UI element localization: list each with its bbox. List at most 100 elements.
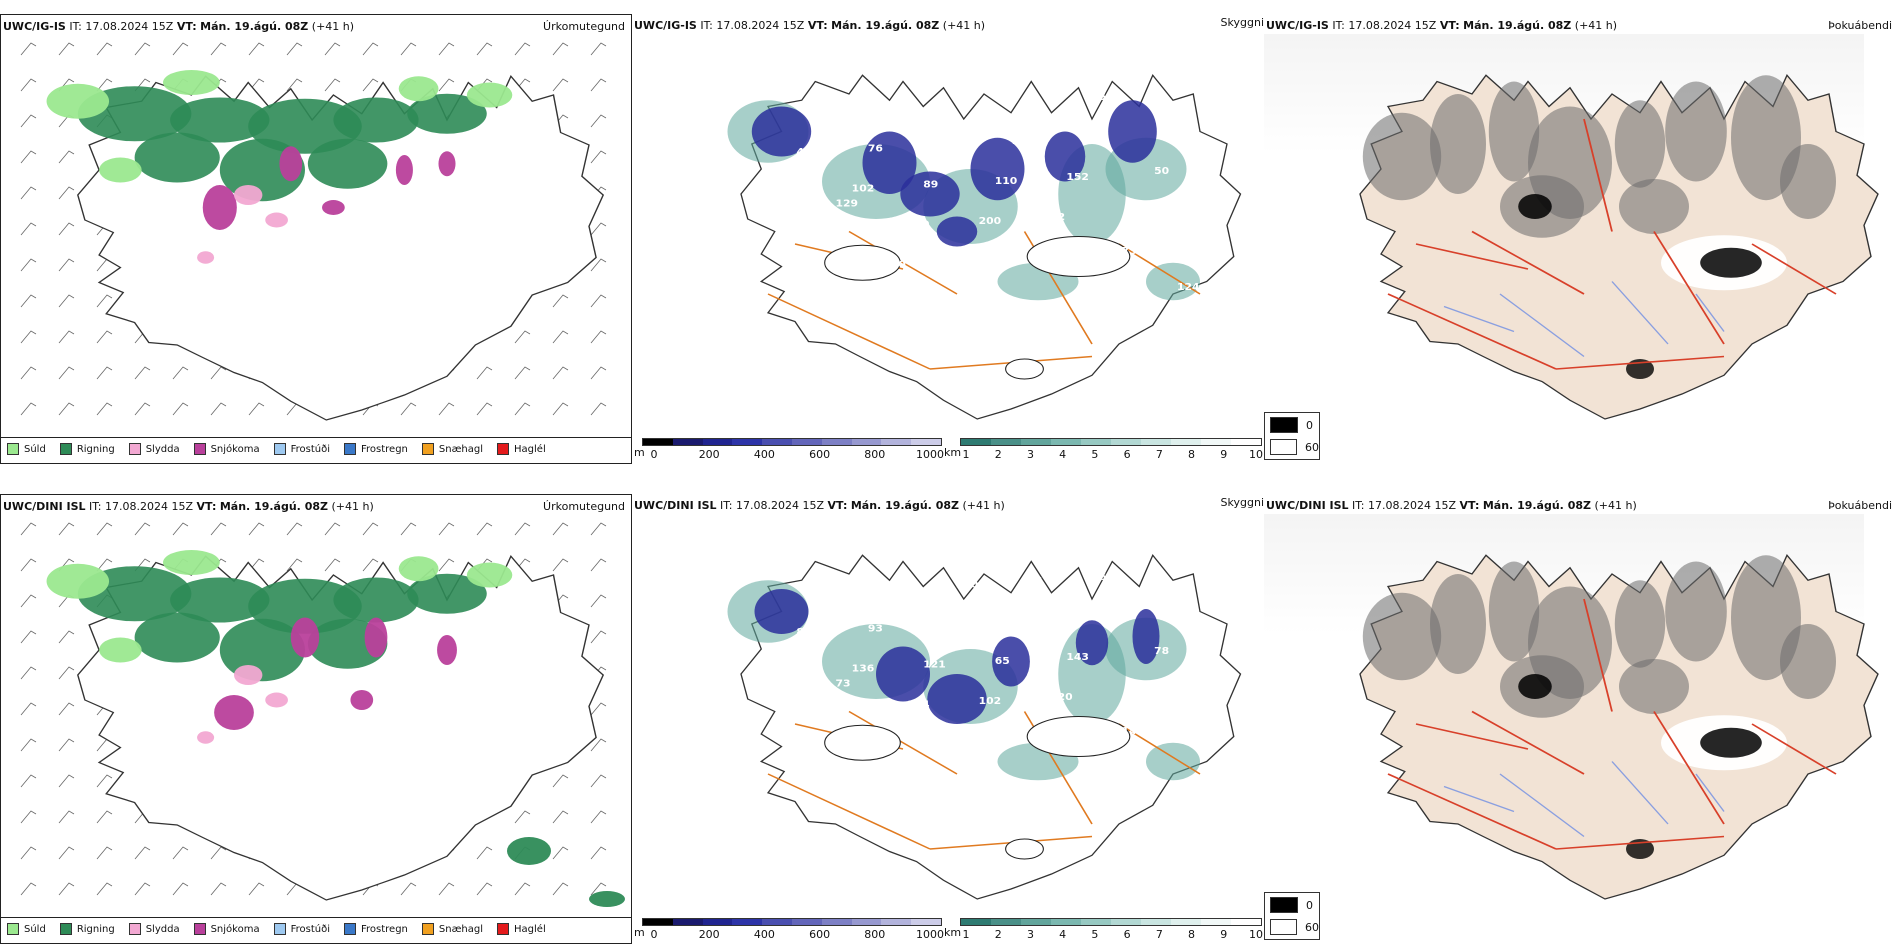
cloud-height-label: 88 (819, 238, 834, 250)
road-line (1387, 293, 1557, 370)
wind-barb (514, 522, 531, 536)
legend-item: Slydda (128, 923, 180, 935)
wind-barb (286, 78, 303, 92)
wind-barb (134, 846, 151, 860)
legend-item: Súld (7, 443, 46, 455)
wind-barb (590, 522, 607, 536)
drizzle-area (163, 70, 220, 95)
river-line (1443, 785, 1515, 813)
model-name: UWC/DINI ISL (634, 499, 717, 512)
wind-barb (590, 846, 607, 860)
colorbar-cell (643, 439, 673, 445)
colorbar-tick-label: 0 (650, 448, 658, 461)
panel-title: UWC/IG-IS IT: 17.08.2024 15Z VT: Mán. 19… (634, 19, 985, 32)
cloud-height-label: 48 (796, 147, 811, 159)
colorbar-cell (1051, 439, 1081, 445)
glacier-outline (1026, 236, 1131, 277)
iceland-group: 100 83 85 160 66 68 77 82 93 73 60 134 78 94 136 121 65 1… (727, 553, 1242, 900)
km-unit: km (944, 926, 962, 939)
wind-barb (590, 114, 607, 128)
fog-shade-area (1430, 94, 1486, 194)
river-line (1499, 773, 1585, 837)
wind-barb (324, 78, 341, 92)
legend-swatch (128, 443, 141, 455)
cloud-height-label: 100 (741, 565, 764, 577)
colorbar-cell (991, 439, 1021, 445)
wind-barb (20, 594, 37, 608)
cloud-base-area (1132, 609, 1160, 664)
rain-area (333, 577, 419, 623)
cloud-height-label: 129 (836, 198, 859, 210)
colorbar-tick-label: 8 (1188, 448, 1196, 461)
wind-barb (476, 522, 493, 536)
it-label: IT: (89, 500, 102, 513)
colorbar-cell (643, 919, 673, 925)
colorbar-ticks: 1 2 3 4 5 6 7 8 9 10 (960, 928, 1263, 942)
colorbar-cell (672, 439, 703, 445)
wind-barb (58, 810, 75, 824)
wind-barb (324, 42, 341, 56)
rain-area (170, 577, 270, 623)
colorbar-cells (642, 918, 942, 926)
fog-shade-area (1619, 179, 1689, 234)
wind-barb (362, 558, 379, 572)
dense-fog-area (1518, 674, 1552, 699)
road-line (1583, 598, 1613, 712)
river-line (1499, 293, 1585, 357)
wind-barb (20, 294, 37, 308)
cloud-height-label: 102 (852, 183, 875, 195)
wind-barb (172, 522, 189, 536)
wind-barb (134, 402, 151, 416)
wind-barb (552, 882, 569, 896)
road-line (1751, 243, 1837, 295)
cloud-height-label: 73 (836, 678, 851, 690)
wind-barb (134, 522, 151, 536)
fog-shade-area (1665, 561, 1727, 662)
cloud-height-label: 61 (764, 682, 779, 694)
panel-type-title: Skyggni (1220, 16, 1264, 29)
glacier-outline (824, 244, 901, 281)
wind-barb (552, 78, 569, 92)
colorbar-cells (960, 918, 1262, 926)
it-value: 17.08.2024 15Z (85, 20, 174, 33)
cloud-height-label: 94 (780, 642, 795, 654)
rain-area (589, 891, 625, 907)
precip-type-map (20, 42, 607, 421)
colorbar-cell (911, 919, 941, 925)
lead-time: (+41 h) (942, 19, 986, 32)
wind-barb (210, 846, 227, 860)
height-unit: m (634, 446, 645, 459)
colorbar-ticks: 0 200 400 600 800 1000 (642, 928, 945, 942)
colorbar-cell (1201, 919, 1231, 925)
vt-label: VT: (176, 20, 197, 33)
colorbar-cell (732, 919, 763, 925)
cloud-height-label: 76 (868, 143, 883, 155)
fog-legend-row: 60 (1270, 437, 1319, 457)
cloud-base-area (936, 216, 978, 247)
height-colorbar: 0 200 400 600 800 1000 (642, 918, 945, 950)
colorbar-tick-label: 3 (1026, 448, 1034, 461)
legend-label: Rigning (76, 443, 115, 455)
cloud-height-label: 83 (813, 587, 828, 599)
colorbar-tick-label: 5 (1091, 448, 1099, 461)
legend-swatch (344, 923, 356, 935)
lead-time: (+41 h) (311, 20, 355, 33)
wind-barb (552, 330, 569, 344)
colorbar-cell (851, 919, 882, 925)
legend-swatch (421, 443, 434, 455)
cloud-height-map: 53 62 63 66 50 55 67 48 76 66 73 51 50 81 102 89 110 152 9… (727, 73, 1242, 420)
fog-legend-row: 0 (1270, 415, 1319, 435)
legend-item: Slydda (128, 443, 180, 455)
wind-barb (590, 42, 607, 56)
road-line (848, 230, 958, 295)
cloud-base-area (876, 646, 930, 702)
wind-barb (514, 882, 531, 896)
wind-barb (476, 882, 493, 896)
panel-type-title: Úrkomutegund (543, 500, 625, 513)
wind-barb (172, 402, 189, 416)
fog-shade-area (1614, 100, 1666, 188)
snow-area (437, 635, 457, 665)
cloud-height-label: 67 (1170, 125, 1185, 137)
vt-value: Mán. 19.ágú. 08Z (1463, 19, 1572, 32)
wind-barb (96, 42, 113, 56)
